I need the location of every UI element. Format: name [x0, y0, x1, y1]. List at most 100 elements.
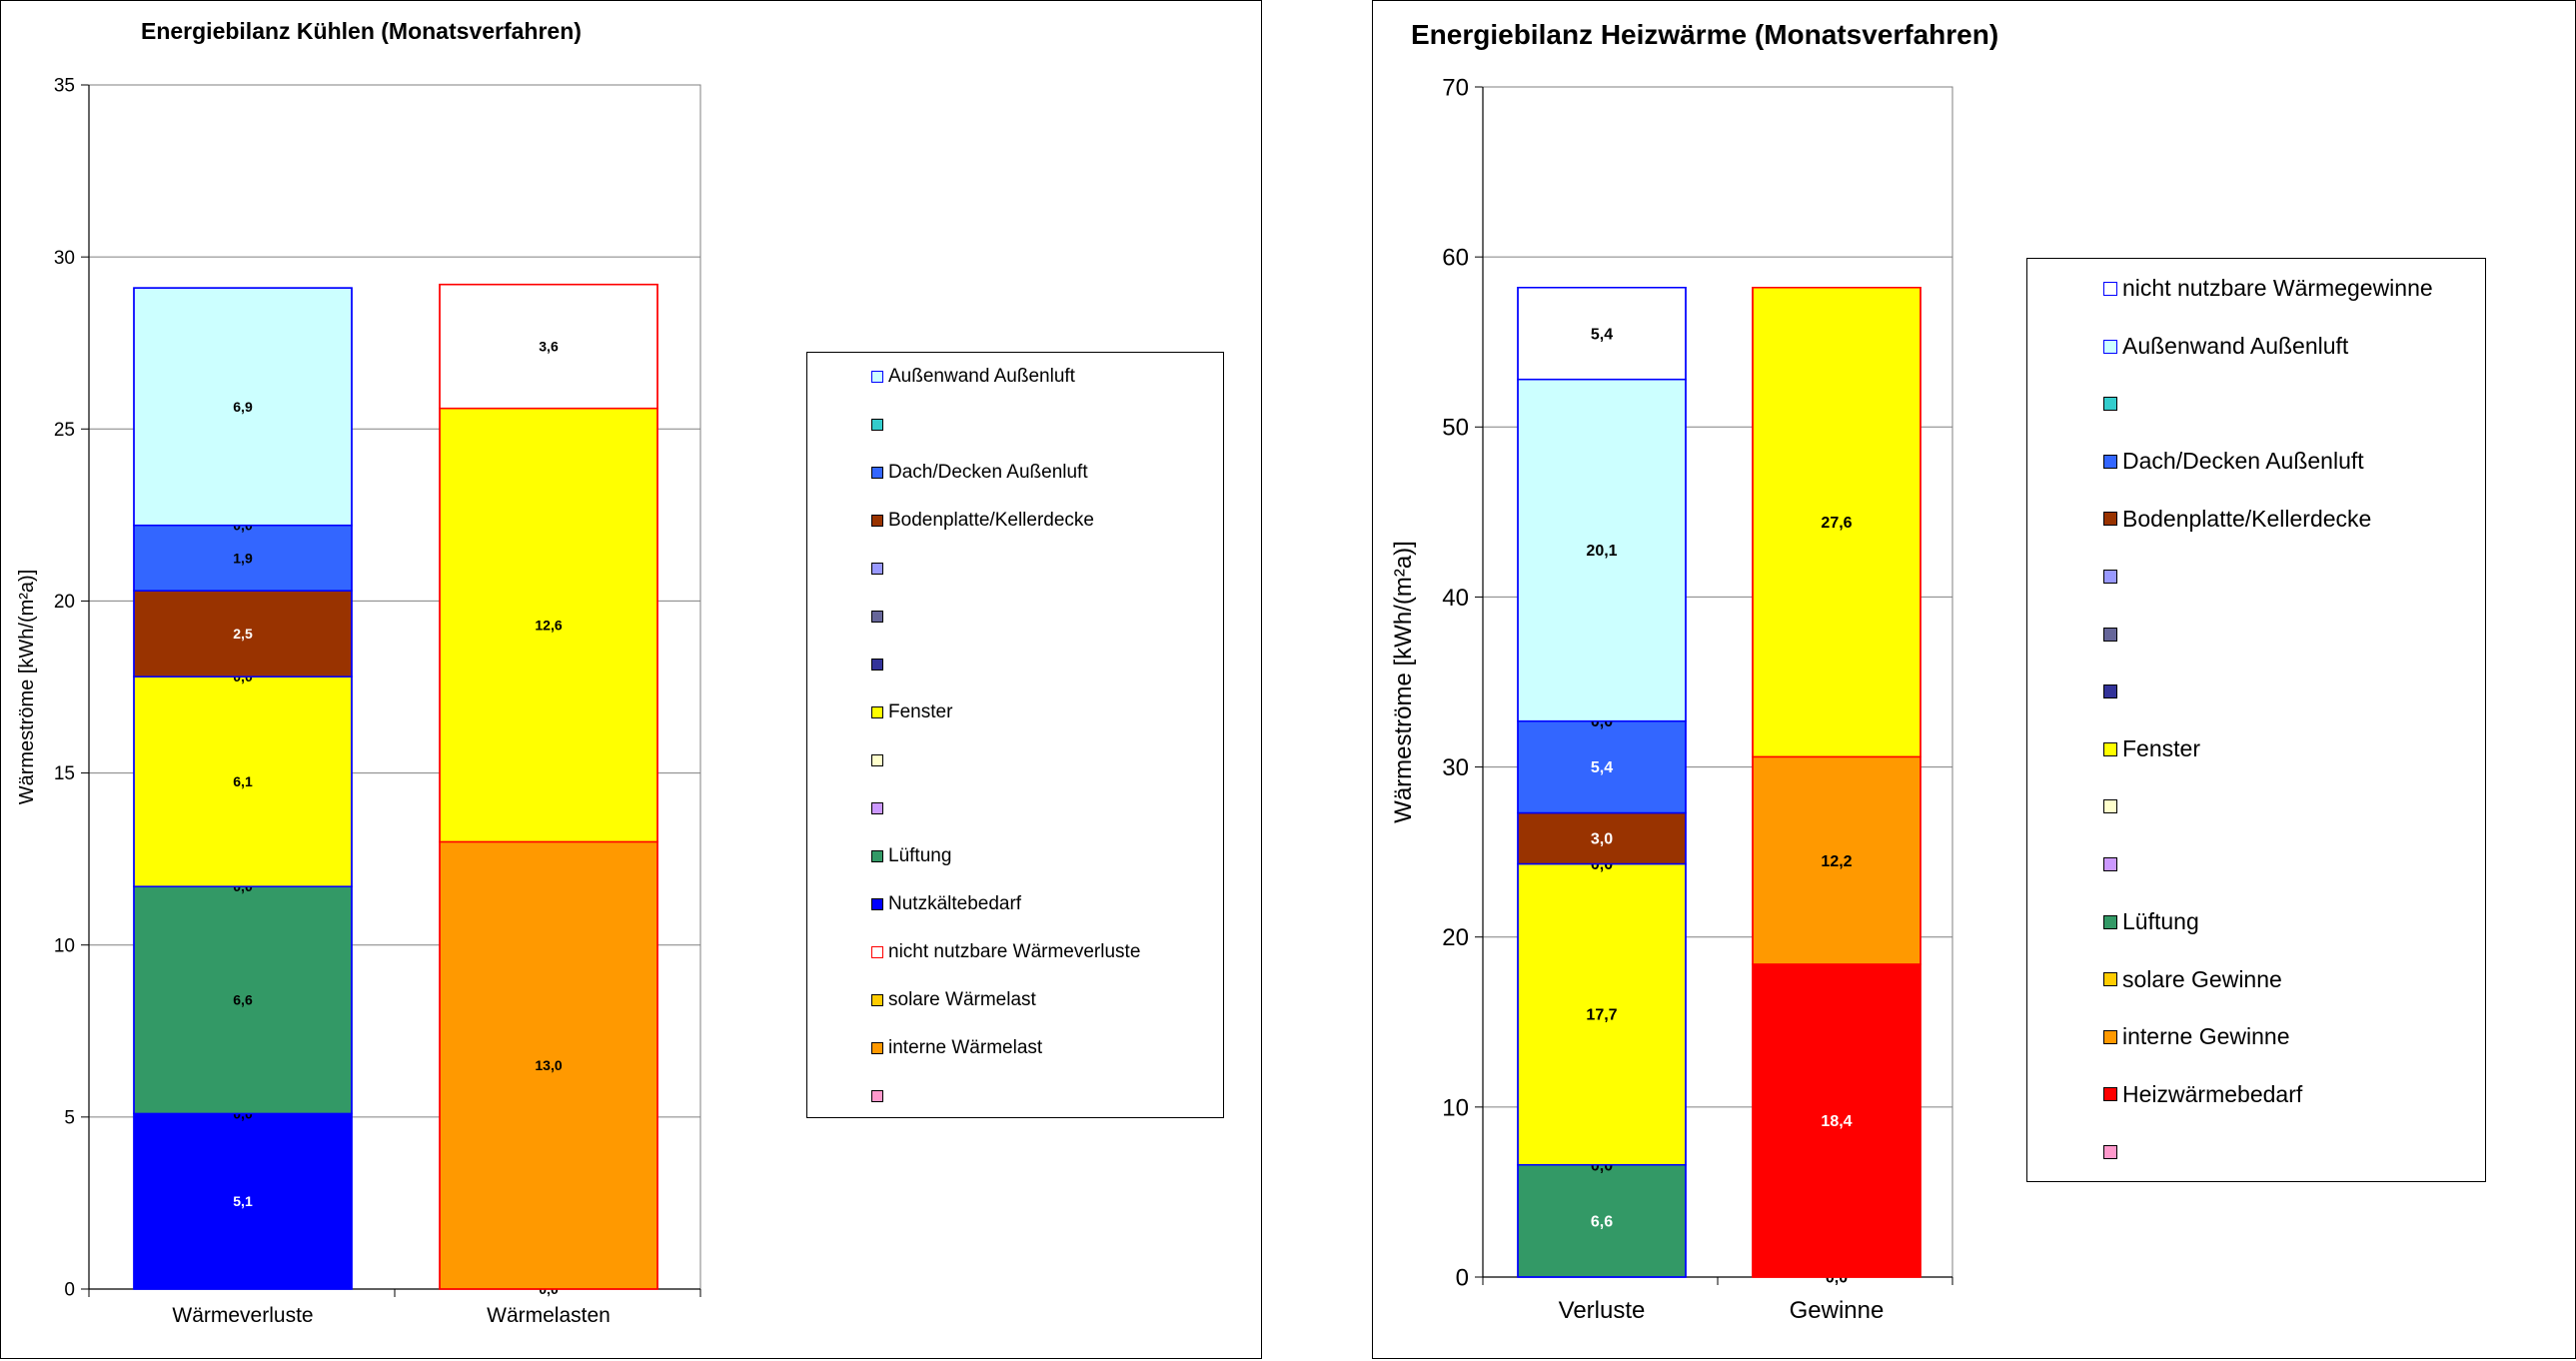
data-label: 5,4 — [1591, 759, 1613, 776]
data-label: 5,4 — [1591, 326, 1613, 343]
bar-segment-außenwand-außenluft — [133, 287, 353, 527]
category-label: Gewinne — [1790, 1297, 1885, 1324]
legend-label: Lüftung — [888, 844, 952, 866]
legend-item: solare Wärmelast — [871, 989, 1036, 1012]
y-tick-label: 35 — [54, 76, 75, 97]
bar-outline — [133, 287, 353, 1290]
legend-swatch — [2103, 281, 2117, 296]
bar-outline — [1752, 287, 1922, 1278]
bar-segment-interne-gewinne — [1752, 755, 1922, 965]
bar-segment-dach-decken-außenluft — [133, 524, 353, 592]
legend-label: Außenwand Außenluft — [2122, 333, 2349, 360]
legend-label: Lüftung — [2122, 908, 2199, 935]
legend-label: nicht nutzbare Wärmegewinne — [2122, 275, 2433, 302]
legend-item: nicht nutzbare Wärmegewinne — [2103, 275, 2433, 303]
legend-swatch — [2103, 1029, 2117, 1044]
legend-swatch — [871, 562, 883, 575]
category-label: Verluste — [1559, 1297, 1646, 1324]
legend-item: solare Gewinne — [2103, 965, 2282, 993]
legend-swatch — [871, 370, 883, 383]
legend-swatch — [871, 1089, 883, 1102]
legend-item: nicht nutzbare Wärmeverluste — [871, 941, 1140, 964]
legend-item: interne Wärmelast — [871, 1037, 1042, 1060]
bar-segment-nicht-nutzbare-wärmegewinne — [1517, 287, 1687, 381]
data-label: 6,6 — [233, 992, 253, 1008]
legend-item — [871, 606, 888, 629]
legend-label: Dach/Decken Außenluft — [888, 461, 1088, 483]
legend-swatch — [871, 753, 883, 766]
bar-outline — [1517, 287, 1687, 1278]
legend-swatch — [871, 705, 883, 718]
y-tick-label: 60 — [1442, 245, 1469, 272]
y-tick-label: 10 — [1442, 1094, 1469, 1121]
legend-item — [2103, 1138, 2122, 1166]
legend-swatch — [2103, 914, 2117, 929]
category-label: Wärmelasten — [487, 1304, 611, 1327]
legend-swatch — [2103, 1087, 2117, 1102]
legend-item: Lüftung — [871, 845, 951, 868]
legend-label: Fenster — [2122, 735, 2200, 762]
chart-title-kuehlen: Energiebilanz Kühlen (Monatsverfahren) — [141, 18, 582, 44]
legend-swatch — [871, 897, 883, 910]
y-axis-label: Wärmeströme [kWh/(m²a)] — [1390, 541, 1417, 823]
data-label: 3,6 — [539, 339, 559, 355]
legend-item — [2103, 621, 2122, 649]
legend-swatch — [871, 849, 883, 862]
bar-segment-bodenplatte-kellerdecke — [133, 590, 353, 678]
legend-item — [871, 558, 888, 581]
legend-item — [871, 749, 888, 772]
data-label: 3,0 — [1591, 831, 1613, 848]
y-tick-label: 0 — [64, 1280, 75, 1301]
bar-segment-solare-wärmelast — [439, 407, 658, 843]
bar-segment-fenster — [1517, 862, 1687, 1166]
legend-label: interne Gewinne — [2122, 1023, 2290, 1050]
legend-item: Bodenplatte/Kellerdecke — [2103, 506, 2371, 534]
y-tick-label: 20 — [1442, 924, 1469, 951]
legend-label: interne Wärmelast — [888, 1036, 1043, 1058]
y-tick-label: 10 — [54, 935, 75, 956]
legend-item — [2103, 390, 2122, 418]
category-label: Wärmeverluste — [172, 1304, 313, 1327]
y-tick-label: 30 — [1442, 754, 1469, 781]
y-tick-label: 25 — [54, 420, 75, 441]
legend-label: Nutzkältebedarf — [888, 892, 1022, 914]
legend-item — [871, 797, 888, 820]
legend-swatch — [2103, 1144, 2117, 1159]
legend-swatch — [871, 945, 883, 958]
legend-item: Außenwand Außenluft — [871, 366, 1075, 389]
legend-label: Heizwärmebedarf — [2122, 1080, 2303, 1107]
legend-item: Heizwärmebedarf — [2103, 1081, 2302, 1109]
legend-item — [2103, 850, 2122, 878]
chart-panel-kuehlen: Energiebilanz Kühlen (Monatsverfahren) 0 5… — [0, 0, 1262, 1359]
data-label: 6,9 — [233, 399, 253, 415]
legend-item — [2103, 678, 2122, 705]
legend-swatch — [2103, 627, 2117, 642]
legend-label: solare Gewinne — [2122, 965, 2282, 992]
legend-swatch — [871, 418, 883, 431]
legend-item: Dach/Decken Außenluft — [2103, 448, 2364, 476]
legend-swatch — [2103, 454, 2117, 469]
legend-heizwaerme: nicht nutzbare Wärmegewinne Außenwand Auß… — [2026, 258, 2486, 1182]
y-axis-label: Wärmeströme [kWh/(m²a)] — [16, 570, 38, 805]
data-label: 20,1 — [1586, 543, 1617, 560]
legend-kuehlen: Außenwand Außenluft Dach/Decken Außenluft… — [806, 352, 1224, 1118]
legend-label: solare Wärmelast — [888, 988, 1036, 1010]
y-tick-label: 30 — [54, 248, 75, 269]
y-tick-label: 50 — [1442, 415, 1469, 442]
legend-swatch — [2103, 512, 2117, 527]
bar-segment-interne-wärmelast — [439, 840, 658, 1290]
legend-item — [871, 1085, 888, 1108]
bar-segment-nicht-nutzbare-wärmeverluste — [439, 283, 658, 410]
chart-panel-heizwaerme: Energiebilanz Heizwärme (Monatsverfahren… — [1372, 0, 2576, 1359]
data-label: 18,4 — [1821, 1113, 1852, 1130]
data-label: 6,1 — [233, 773, 253, 789]
legend-swatch — [2103, 972, 2117, 987]
chart-kuehlen-svg: Energiebilanz Kühlen (Monatsverfahren) 0 5… — [16, 18, 701, 1327]
data-label: 12,6 — [535, 617, 562, 633]
data-label: 1,9 — [233, 550, 253, 566]
chart-heizwaerme-svg: Energiebilanz Heizwärme (Monatsverfahren… — [1390, 19, 1998, 1324]
legend-item — [2103, 563, 2122, 591]
data-label: 17,7 — [1586, 1007, 1617, 1024]
legend-swatch — [2103, 741, 2117, 756]
data-label: 12,2 — [1821, 853, 1852, 870]
